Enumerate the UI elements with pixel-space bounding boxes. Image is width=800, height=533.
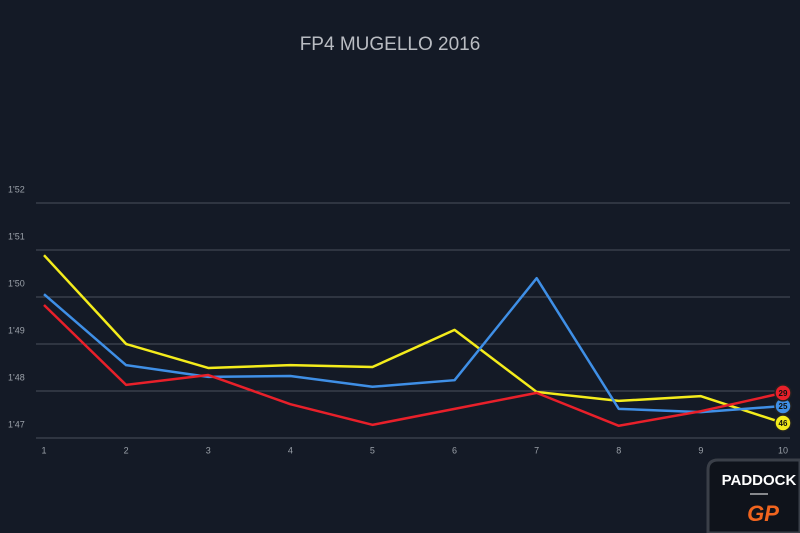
y-tick-label: 1'51: [8, 231, 25, 241]
x-tick-label: 10: [778, 445, 788, 455]
x-tick-label: 5: [370, 445, 375, 455]
logo-text: PADDOCK: [722, 472, 797, 489]
y-tick-label: 1'49: [8, 325, 25, 335]
y-tick-label: 1'48: [8, 372, 25, 382]
rider-badge: 46: [774, 414, 792, 432]
watermark: PADDOCK GP: [706, 458, 800, 533]
x-tick-label: 4: [288, 445, 293, 455]
x-tick-label: 9: [698, 445, 703, 455]
series-line: [43, 276, 784, 414]
y-tick-label: 1'50: [8, 278, 25, 288]
badge-label: 46: [779, 419, 788, 428]
x-tick-label: 7: [534, 445, 539, 455]
x-tick-label: 1: [41, 445, 46, 455]
badge-label: 29: [779, 389, 788, 398]
x-tick-label: 3: [206, 445, 211, 455]
logo-panel: [706, 458, 800, 533]
badge-circle: [774, 384, 792, 402]
x-tick-label: 2: [124, 445, 129, 455]
y-tick-label: 1'52: [8, 184, 25, 194]
x-tick-label: 8: [616, 445, 621, 455]
rider-badge: 29: [774, 384, 792, 402]
chart-title: FP4 MUGELLO 2016: [300, 34, 481, 55]
x-tick-label: 6: [452, 445, 457, 455]
y-tick-label: 1'47: [8, 419, 25, 429]
series-line: [43, 254, 784, 425]
badge-circle: [774, 414, 792, 432]
logo-gp: GP: [747, 501, 779, 526]
series-line: [43, 304, 784, 428]
badge-label: 25: [779, 402, 788, 411]
